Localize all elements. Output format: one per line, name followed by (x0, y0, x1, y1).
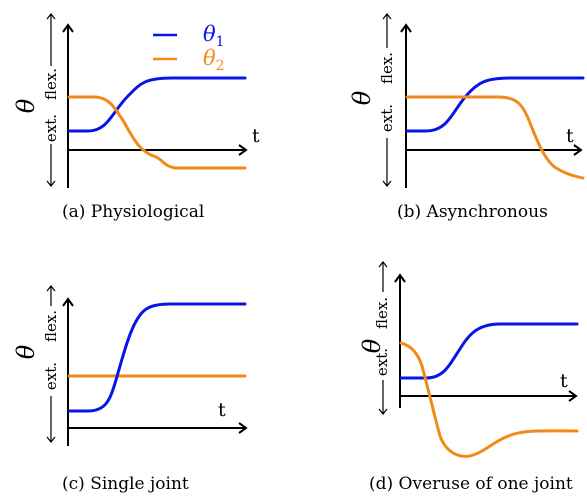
theta1-curve (399, 322, 579, 380)
y-axis-arrowhead (400, 23, 412, 33)
theta-axis-label: θ (358, 338, 386, 353)
x-axis-label: t (560, 370, 568, 392)
y-axis-arrowhead (62, 297, 74, 307)
flex-label: flex. (373, 297, 391, 329)
theta1-curve (405, 76, 585, 133)
theta2-curve (67, 95, 247, 170)
panel-a: θ flex. ext. t (a) Physiological (12, 13, 260, 222)
caption-a: (a) Physiological (62, 202, 204, 222)
flex-arrow-head (378, 261, 388, 268)
theta2-curve (405, 95, 585, 180)
x-axis-arrowhead (568, 390, 578, 402)
caption-b: (b) Asynchronous (397, 202, 548, 222)
panel-c: θ flex. ext. t (c) Single joint (12, 285, 248, 494)
ext-arrow-head (378, 408, 388, 415)
ext-label: ext. (378, 104, 396, 132)
x-axis-arrowhead (573, 144, 583, 156)
flex-arrow-head (46, 13, 56, 20)
x-axis-label: t (566, 125, 574, 147)
legend: θ1 θ2 (153, 22, 225, 74)
y-axis-arrowhead (394, 273, 406, 283)
ext-arrow-head (382, 180, 392, 187)
flex-arrow-head (46, 285, 56, 292)
flex-label: flex. (42, 68, 60, 100)
ext-label: ext. (373, 348, 391, 376)
ext-arrow-head (46, 180, 56, 187)
panel-b: θ flex. ext. t (b) Asynchronous (348, 13, 585, 222)
x-axis-arrowhead (238, 422, 248, 434)
theta-axis-label: θ (12, 344, 40, 359)
flex-label: flex. (42, 310, 60, 342)
legend-theta2-label: θ2 (203, 46, 225, 74)
y-axis-arrowhead (62, 23, 74, 33)
theta-axis-label: θ (348, 90, 376, 105)
x-axis-label: t (252, 125, 260, 147)
x-axis-label: t (218, 399, 226, 421)
ext-arrow-head (46, 436, 56, 443)
theta1-curve (67, 302, 247, 413)
x-axis-arrowhead (238, 144, 248, 156)
ext-label: ext. (42, 114, 60, 142)
flex-arrow-head (382, 13, 392, 20)
panel-d: θ flex. ext. t (d) Overuse of one joint (358, 261, 579, 494)
caption-c: (c) Single joint (62, 474, 189, 494)
caption-d: (d) Overuse of one joint (369, 474, 573, 494)
legend-theta1-label: θ1 (203, 22, 225, 50)
theta1-curve (67, 76, 247, 133)
ext-label: ext. (42, 362, 60, 390)
theta2-curve (399, 341, 579, 458)
theta-axis-label: θ (12, 98, 40, 113)
flex-label: flex. (378, 52, 396, 84)
